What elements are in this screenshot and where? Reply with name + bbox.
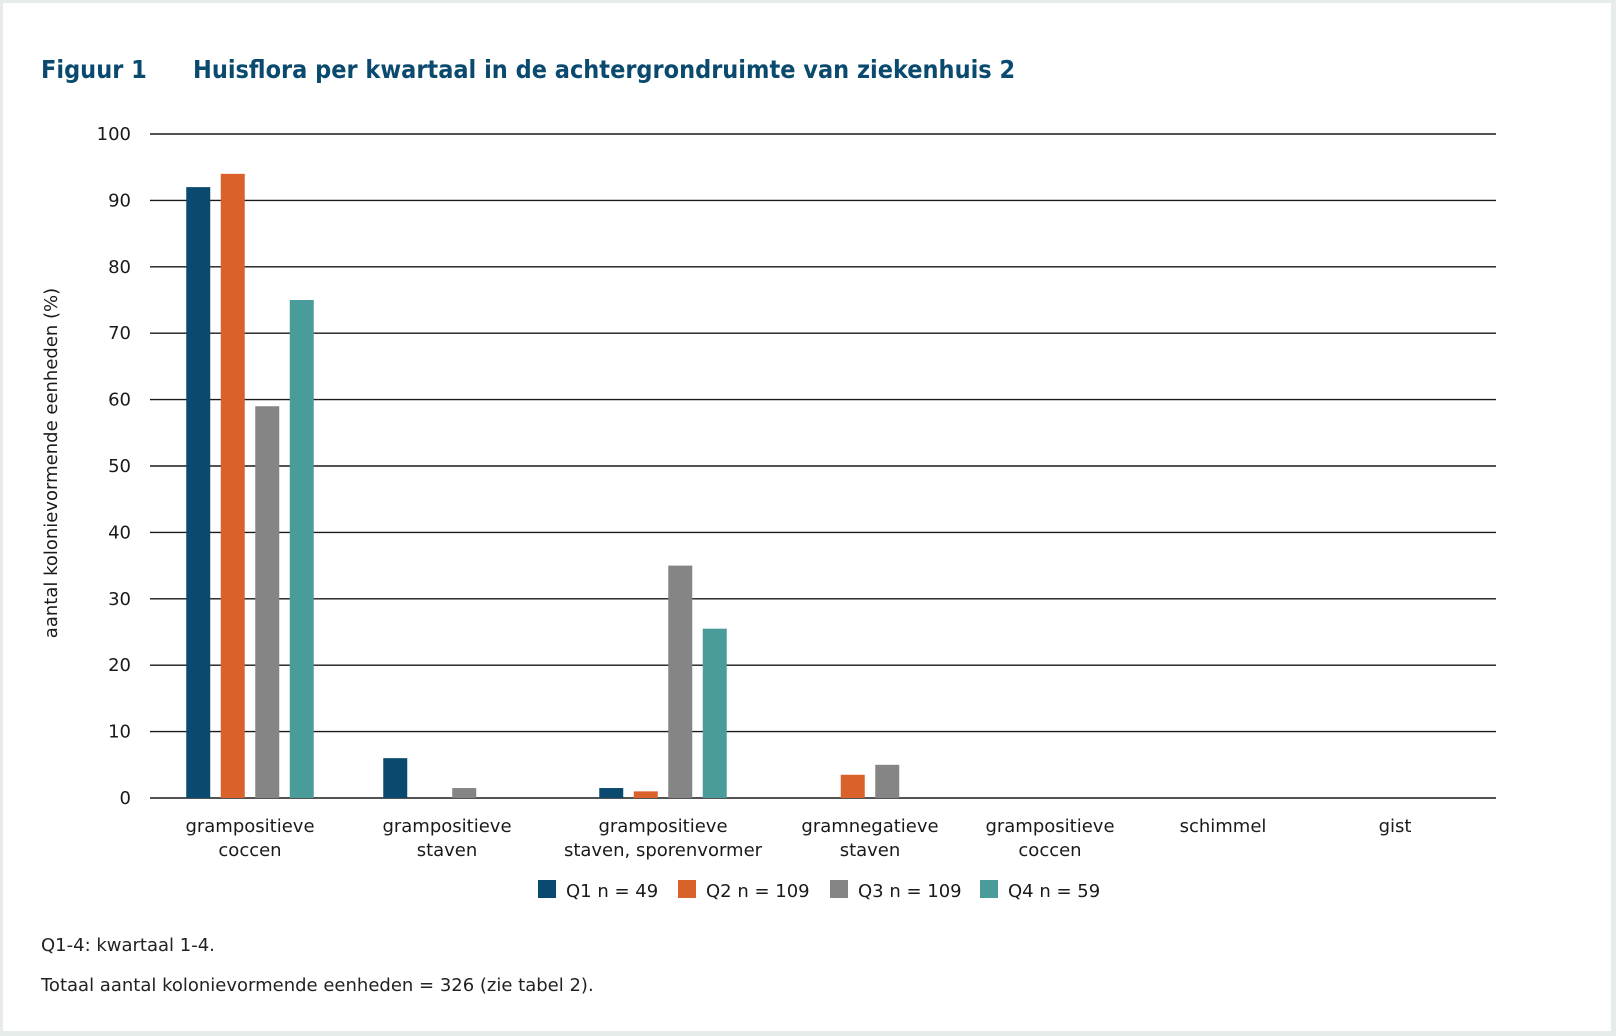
bar-q1-cat2 [383, 758, 408, 798]
y-tick-label: 80 [108, 257, 131, 278]
y-tick-label: 100 [97, 124, 131, 145]
bar-q2-cat4 [840, 774, 865, 798]
y-axis-label: aantal kolonievormende eenheden (%) [41, 288, 62, 638]
figure-title: Huisflora per kwartaal in de achtergrond… [193, 55, 1016, 84]
bar-q3-cat3 [668, 565, 693, 798]
y-tick-label: 70 [108, 323, 131, 344]
x-tick-label: grampositieve [598, 816, 727, 837]
x-tick-label: staven [840, 840, 901, 861]
bar-q3-cat2 [452, 788, 477, 798]
legend-swatch-2 [678, 880, 696, 898]
legend-label-4: Q4 n = 59 [1008, 881, 1100, 902]
y-tick-label: 10 [108, 722, 131, 743]
y-tick-label: 60 [108, 390, 131, 411]
bar-q2-cat1 [220, 173, 245, 799]
bar-chart: 0 10 20 30 40 50 60 70 80 90 100 aantal kolonievorm… [41, 124, 1496, 902]
bar-q3-cat1 [255, 406, 280, 798]
footnote-total: Totaal aantal kolonievormende eenheden =… [41, 975, 594, 996]
legend-swatch-3 [830, 880, 848, 898]
x-tick-label: grampositieve [985, 816, 1114, 837]
bar-q2-cat3 [633, 791, 658, 798]
x-tick-label: gramnegatieve [801, 816, 938, 837]
y-tick-label: 30 [108, 589, 131, 610]
x-tick-label: staven [417, 840, 478, 861]
y-tick-label: 90 [108, 190, 131, 211]
x-tick-label: gist [1379, 816, 1412, 837]
y-tick-label: 20 [108, 655, 131, 676]
x-tick-label: staven, sporenvormer [564, 840, 763, 861]
x-tick-label: grampositieve [185, 816, 314, 837]
x-tick-label: coccen [218, 840, 281, 861]
legend-swatch-4 [980, 880, 998, 898]
y-tick-label: 0 [120, 788, 131, 809]
footnote-quarters: Q1-4: kwartaal 1-4. [41, 935, 215, 956]
legend-label-2: Q2 n = 109 [706, 881, 810, 902]
bar-q3-cat4 [875, 764, 900, 798]
figure-label: Figuur 1 [41, 55, 147, 84]
y-tick-label: 50 [108, 456, 131, 477]
legend-label-1: Q1 n = 49 [566, 881, 658, 902]
legend-label-3: Q3 n = 109 [858, 881, 962, 902]
x-tick-label: grampositieve [382, 816, 511, 837]
bar-q1-cat3 [599, 788, 624, 798]
bar-q4-cat3 [702, 628, 727, 798]
bar-q4-cat1 [289, 300, 314, 798]
bar-q1-cat1 [186, 187, 211, 798]
x-tick-label: schimmel [1180, 816, 1267, 837]
x-tick-label: coccen [1018, 840, 1081, 861]
figure-card: Figuur 1 Huisflora per kwartaal in de ac… [3, 3, 1611, 1031]
y-tick-label: 40 [108, 522, 131, 543]
legend-swatch-1 [538, 880, 556, 898]
